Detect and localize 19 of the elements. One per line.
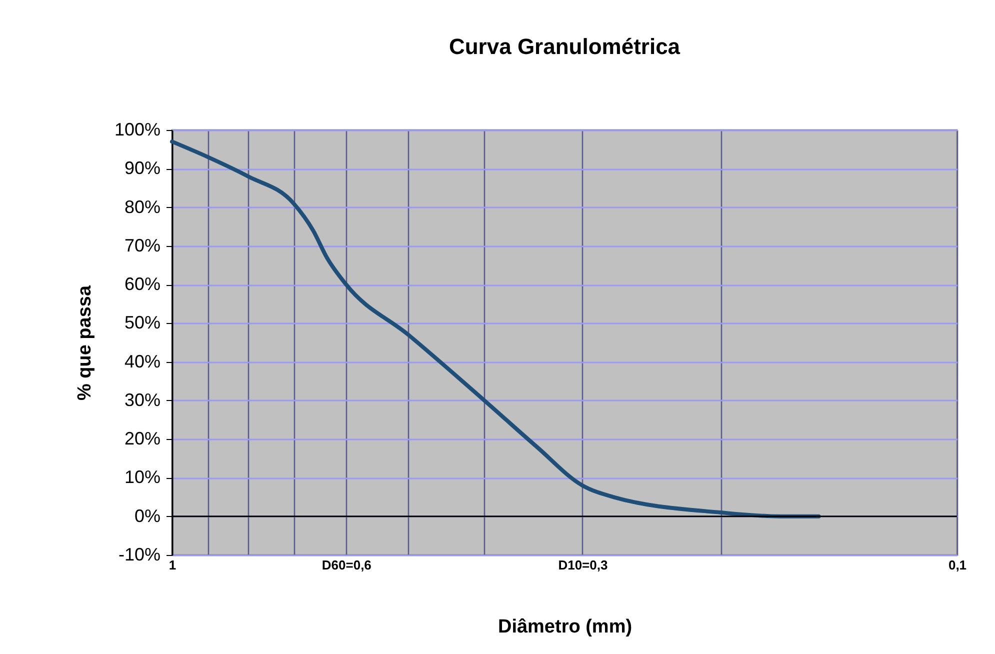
- x-tick-label: 0,1: [948, 558, 967, 572]
- y-tick-label: -10%: [118, 544, 160, 564]
- y-tick-label: 40%: [124, 351, 160, 372]
- chart-title: Curva Granulométrica: [448, 34, 681, 59]
- y-tick-label: 50%: [124, 312, 160, 333]
- y-tick-label: 20%: [124, 428, 160, 449]
- y-tick-label: 70%: [124, 235, 160, 256]
- y-tick-label: 90%: [124, 158, 160, 178]
- x-tick-label: D60=0,6: [322, 558, 372, 572]
- y-tick-label: 30%: [124, 390, 160, 410]
- y-tick-label: 100%: [114, 120, 160, 140]
- y-axis-title: % que passa: [74, 285, 96, 401]
- x-tick-label: D10=0,3: [558, 558, 608, 572]
- y-tick-label: 80%: [124, 196, 160, 217]
- x-axis-title: Diâmetro (mm): [498, 616, 632, 638]
- y-tick-label: 10%: [124, 467, 160, 488]
- y-tick-label: 0%: [134, 506, 160, 526]
- x-tick-label: 1: [168, 558, 176, 572]
- y-tick-label: 60%: [124, 274, 160, 294]
